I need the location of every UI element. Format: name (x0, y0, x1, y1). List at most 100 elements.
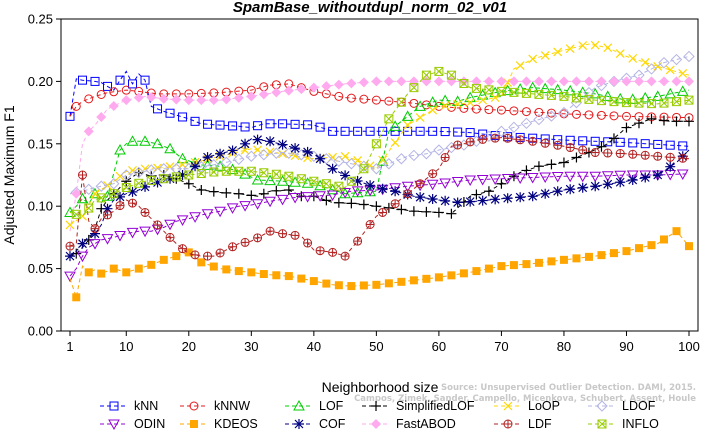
point-ldof (108, 178, 120, 190)
legend-label-kdeos: KDEOS (214, 417, 258, 431)
point-simplifiedlof (408, 206, 419, 217)
point-simplifiedlof (533, 161, 544, 172)
point-ldf (365, 220, 375, 230)
point-loop (415, 113, 425, 123)
point-ldof (545, 110, 558, 122)
point-cof (190, 161, 201, 172)
point-cof (452, 197, 463, 208)
point-ldf (528, 136, 538, 146)
point-kdeos (359, 281, 368, 290)
point-ldf (178, 244, 188, 254)
point-simplifiedlof (546, 159, 557, 170)
point-fastabod (508, 76, 519, 87)
legend-item-ldof: LDOF (588, 399, 656, 413)
point-inflo (484, 85, 494, 95)
point-ldf (653, 151, 663, 161)
point-inflo (359, 164, 369, 174)
point-odin (401, 181, 414, 193)
point-cof (477, 195, 488, 206)
point-odin (464, 175, 477, 187)
point-loop (353, 156, 363, 165)
point-fastabod (133, 92, 144, 103)
x-axis-label: Neighborhood size (322, 379, 439, 395)
point-odin (614, 170, 627, 182)
legend-marker-inflo (597, 419, 607, 429)
point-lof (251, 173, 264, 185)
point-kdeos (659, 235, 668, 244)
point-fastabod (383, 76, 394, 87)
point-fastabod (583, 76, 594, 87)
point-simplifiedlof (658, 115, 669, 126)
point-kdeos (447, 271, 456, 280)
point-loop (640, 58, 650, 67)
point-ldof (183, 163, 195, 175)
point-odin (676, 169, 689, 181)
point-lof (176, 152, 189, 164)
point-cof (540, 188, 551, 199)
point-ldf (478, 134, 488, 144)
chart-title: SpamBase_withoutdupl_norm_02_v01 (233, 0, 507, 16)
point-ldf (540, 138, 550, 148)
point-lof (389, 120, 401, 131)
point-ldf (578, 145, 588, 155)
point-odin (551, 171, 564, 183)
legend-marker-knn (109, 401, 119, 411)
point-ldf (403, 189, 413, 199)
point-ldf (553, 140, 563, 150)
point-ldof (658, 56, 670, 69)
point-inflo (296, 174, 306, 184)
point-simplifiedlof (633, 118, 644, 129)
point-loop (553, 47, 563, 57)
x-tick-label: 80 (557, 339, 571, 354)
point-knnw (596, 110, 606, 120)
point-ldof (533, 113, 545, 126)
point-inflo (171, 172, 181, 182)
point-simplifiedlof (358, 199, 369, 210)
point-knn (190, 116, 200, 126)
point-cof (502, 193, 513, 204)
point-simplifiedlof (196, 184, 207, 195)
point-cof (265, 136, 276, 147)
point-fastabod (233, 92, 244, 103)
point-cof (527, 191, 538, 202)
point-knnw (121, 85, 131, 95)
point-kdeos (597, 251, 606, 260)
point-inflo (496, 86, 506, 96)
point-odin (626, 170, 639, 182)
legend-marker-simplifiedlof (371, 401, 381, 411)
point-inflo (446, 70, 456, 80)
point-knn (578, 136, 588, 146)
point-inflo (121, 182, 131, 192)
point-kdeos (97, 269, 106, 278)
series-line-knnw (69, 83, 690, 119)
legend-label-knn: kNN (134, 399, 158, 413)
point-kdeos (84, 268, 93, 277)
legend-label-cof: COF (319, 417, 346, 431)
point-inflo (384, 114, 394, 124)
point-loop (253, 145, 263, 155)
point-cof (352, 175, 363, 186)
point-knn (365, 126, 375, 136)
point-lof (89, 187, 101, 199)
point-ldf (303, 238, 313, 248)
point-ldf (453, 140, 463, 150)
point-ldf (565, 143, 575, 153)
point-simplifiedlof (521, 165, 532, 176)
point-cof (202, 152, 213, 163)
watermark-line-2: Campos, Zimek, Sander, Campello, Micenko… (354, 394, 696, 404)
point-odin (226, 203, 239, 214)
point-ldf (615, 149, 625, 159)
point-ldf (465, 137, 475, 147)
point-knnw (359, 94, 369, 104)
point-lof (601, 90, 614, 101)
point-cof (77, 238, 88, 249)
legend-label-fastabod: FastABOD (396, 417, 456, 431)
point-odin (601, 171, 614, 182)
point-kdeos (522, 260, 531, 269)
point-inflo (321, 179, 331, 189)
point-knn (290, 119, 300, 129)
x-tick-label: 20 (182, 339, 196, 354)
point-kdeos (72, 293, 81, 302)
legend-marker-odin (108, 419, 120, 431)
point-ldf (115, 201, 125, 211)
